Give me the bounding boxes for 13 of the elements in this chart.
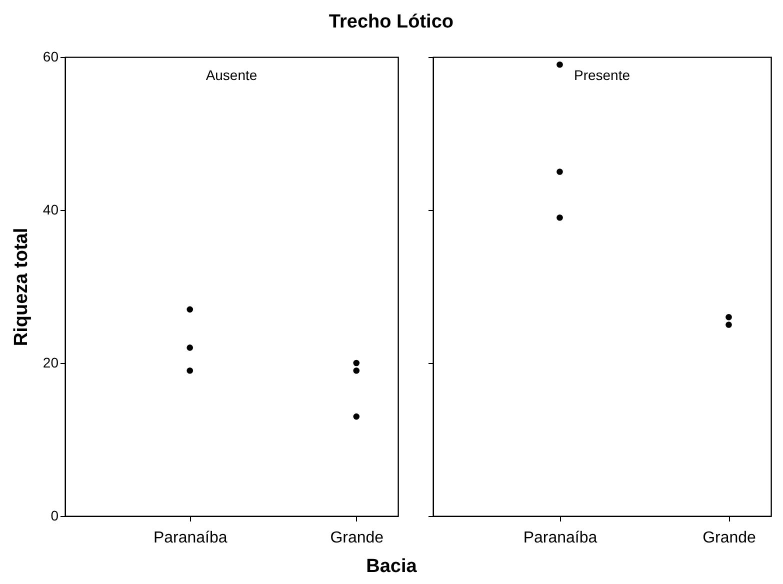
y-tick-label: 20 <box>42 354 59 370</box>
x-tick-label: Paranaíba <box>523 530 598 546</box>
x-tick-label: Grande <box>330 530 384 546</box>
chart-title: Trecho Lótico <box>328 11 454 32</box>
y-tick-label: 40 <box>42 202 59 218</box>
annotation: Presente <box>574 67 630 83</box>
y-tick-label: 0 <box>50 508 59 524</box>
annotation: Ausente <box>206 67 258 83</box>
x-axis-title: Bacia <box>365 556 418 578</box>
y-tick-label: 60 <box>42 48 59 64</box>
y-axis-title: Riqueza total <box>10 228 32 346</box>
x-tick-label: Paranaíba <box>153 530 228 546</box>
x-tick-label: Grande <box>702 530 756 546</box>
